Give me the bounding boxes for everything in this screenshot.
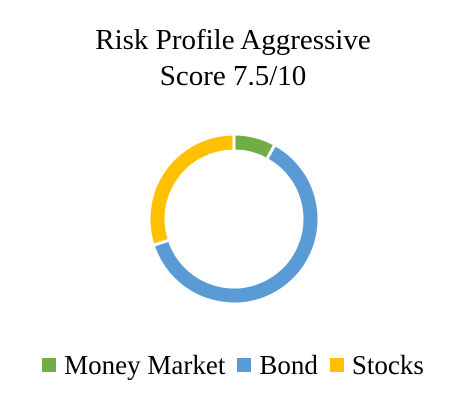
legend-item-bond: Bond (237, 350, 318, 381)
legend-item-stocks: Stocks (329, 349, 424, 381)
legend-swatch-bond (237, 358, 252, 372)
donut-slice-stocks (147, 132, 236, 248)
legend-item-money-market: Money Market (42, 350, 225, 381)
chart-title: Risk Profile Aggressive Score 7.5/10 (0, 22, 466, 94)
chart-title-line-2: Score 7.5/10 (159, 60, 307, 92)
chart-legend: Money Market Bond Stocks (0, 348, 466, 382)
legend-label-money-market: Money Market (64, 349, 226, 380)
legend-swatch-money-market (42, 358, 57, 372)
chart-title-line-1: Risk Profile Aggressive (95, 24, 371, 56)
legend-label-bond: Bond (259, 349, 318, 380)
legend-label-stocks: Stocks (351, 349, 424, 380)
donut-slice-bond (151, 142, 321, 306)
legend-swatch-stocks (329, 358, 344, 372)
